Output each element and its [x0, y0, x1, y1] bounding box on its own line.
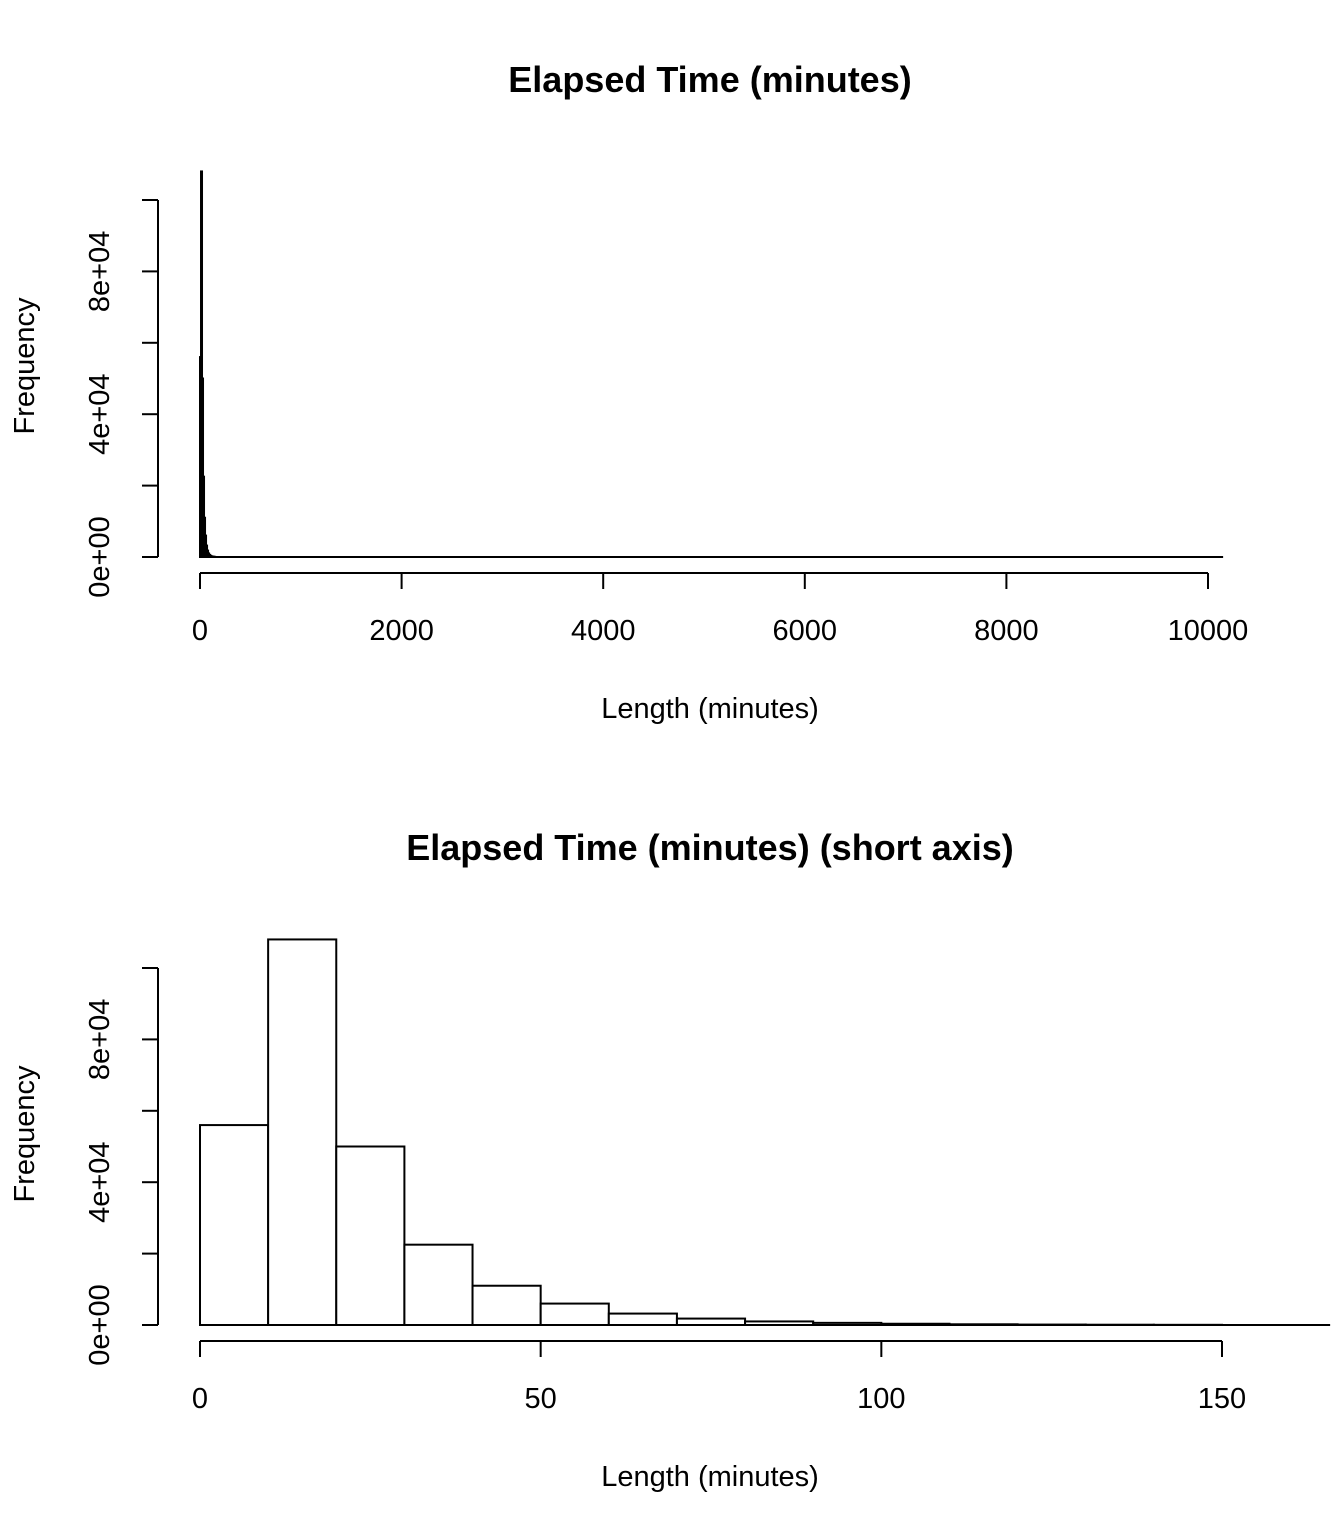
- histogram-bar: [675, 1317, 747, 1326]
- chart-title: Elapsed Time (minutes) (short axis): [406, 827, 1013, 868]
- histogram-bar: [539, 1302, 610, 1326]
- y-axis: 0e+00 4e+04 8e+04: [84, 199, 159, 598]
- y-axis-label: Frequency: [9, 297, 41, 435]
- y-tick-label: 8e+04: [84, 999, 116, 1080]
- histogram-bar: [744, 1320, 815, 1327]
- x-axis-label: Length (minutes): [601, 1461, 819, 1493]
- y-tick-label: 0e+00: [84, 516, 116, 597]
- x-axis: 0 2000 4000 6000 8000 10000: [192, 572, 1249, 647]
- histogram-bar: [403, 1243, 474, 1327]
- histogram-bar: [812, 1321, 883, 1327]
- chart-title: Elapsed Time (minutes): [508, 59, 911, 100]
- histogram-bar: [335, 1145, 406, 1326]
- x-tick-label: 8000: [974, 615, 1039, 647]
- histogram-bar: [471, 1284, 542, 1326]
- y-tick-label: 8e+04: [84, 231, 116, 312]
- x-tick-label: 150: [1198, 1383, 1246, 1415]
- histogram-bar: [607, 1312, 678, 1327]
- x-tick-label: 2000: [369, 615, 434, 647]
- y-tick-label: 4e+04: [84, 1141, 116, 1222]
- x-axis: 0 50 100 150: [192, 1340, 1246, 1415]
- histogram-bars: [199, 938, 1331, 1327]
- y-tick-label: 4e+04: [84, 373, 116, 454]
- histogram-bar: [948, 1323, 1019, 1327]
- histogram-bar: [199, 1124, 270, 1326]
- histogram-bar: [267, 938, 338, 1326]
- y-axis-label: Frequency: [9, 1065, 41, 1203]
- x-tick-label: 0: [192, 1383, 208, 1415]
- x-axis-label: Length (minutes): [601, 693, 819, 725]
- y-axis: 0e+00 4e+04 8e+04: [84, 967, 159, 1366]
- x-tick-label: 100: [857, 1383, 905, 1415]
- elapsed-time-histogram: Elapsed Time (minutes) Length (minutes) …: [9, 59, 1248, 725]
- x-tick-label: 10000: [1168, 615, 1249, 647]
- x-tick-label: 4000: [571, 615, 636, 647]
- elapsed-time-short-axis-histogram: Elapsed Time (minutes) (short axis) Leng…: [9, 827, 1331, 1493]
- x-tick-label: 6000: [773, 615, 838, 647]
- x-tick-label: 50: [525, 1383, 557, 1415]
- histogram-bar: [880, 1322, 951, 1326]
- x-tick-label: 0: [192, 615, 208, 647]
- histogram-bars: [199, 170, 1224, 559]
- y-tick-label: 0e+00: [84, 1284, 116, 1365]
